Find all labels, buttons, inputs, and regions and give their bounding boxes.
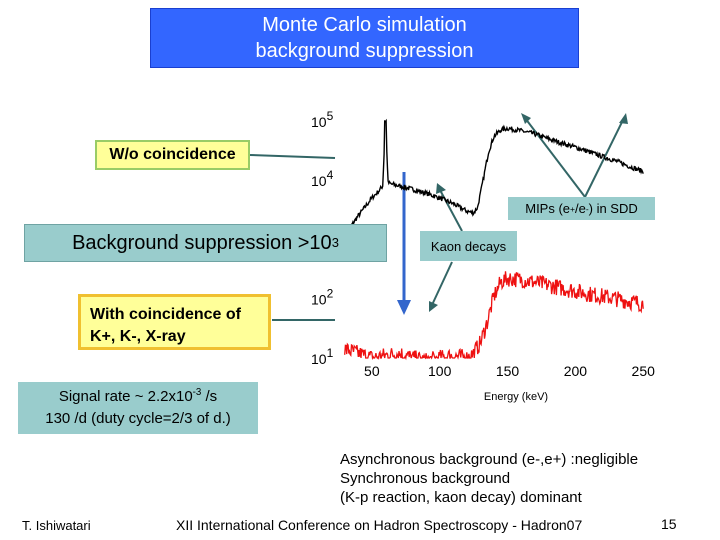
signal-rate-exponent: -3 bbox=[192, 387, 202, 398]
arrow-mips-head bbox=[521, 113, 531, 124]
footer-conference: XII International Conference on Hadron S… bbox=[176, 517, 583, 533]
arrow-kaon-red bbox=[431, 261, 453, 306]
with-coincidence-line-2: K+, K-, X-ray bbox=[90, 328, 186, 345]
bg-suppression-text: Background suppression >10 bbox=[72, 231, 332, 254]
x-tick-label: 200 bbox=[564, 363, 588, 379]
plot-series bbox=[344, 118, 644, 361]
signal-rate-callout: Signal rate ~ 2.2x10-3 /s 130 /d (duty c… bbox=[18, 382, 258, 434]
wo-coincidence-label: W/o coincidence bbox=[109, 146, 236, 163]
x-tick-label: 50 bbox=[364, 363, 380, 379]
mips-text-pre: MIPs (e bbox=[525, 201, 571, 216]
y-tick-label: 104 bbox=[311, 168, 334, 189]
kaon-decays-callout: Kaon decays bbox=[420, 231, 517, 261]
footer-author: T. Ishiwatari bbox=[22, 518, 91, 533]
x-tick-label: 150 bbox=[496, 363, 520, 379]
signal-rate-pre: Signal rate ~ 2.2x10 bbox=[58, 388, 193, 405]
mips-callout: MIPs (e +/e -) in SDD bbox=[508, 197, 655, 220]
arrow-mips-head-2 bbox=[619, 113, 628, 124]
y-tick-label: 101 bbox=[311, 346, 334, 367]
mips-text-mid: /e bbox=[574, 201, 586, 216]
x-tick-labels: 50 100 150 200 250 bbox=[364, 363, 655, 379]
background-note: Asynchronous background (e-,e+) :negligi… bbox=[340, 450, 638, 507]
signal-rate-line-1: Signal rate ~ 2.2x10-3 /s bbox=[18, 386, 258, 408]
wo-coincidence-callout: W/o coincidence bbox=[95, 140, 250, 170]
arrow-kaon-red-head bbox=[429, 301, 438, 312]
x-axis-label: Energy (keV) bbox=[484, 391, 548, 403]
kaon-decays-label: Kaon decays bbox=[430, 238, 507, 254]
x-tick-label: 100 bbox=[428, 363, 452, 379]
slide-title: Monte Carlo simulation background suppre… bbox=[150, 8, 579, 68]
y-tick-label: 102 bbox=[311, 287, 334, 308]
page-number: 15 bbox=[661, 516, 677, 532]
arrow-kaon-black bbox=[439, 189, 463, 232]
x-tick-label: 250 bbox=[632, 363, 656, 379]
note-line-3: (K-p reaction, kaon decay) dominant bbox=[340, 489, 582, 506]
signal-rate-line-2: 130 /d (duty cycle=2/3 of d.) bbox=[45, 410, 231, 427]
with-coincidence-callout: With coincidence of K+, K-, X-ray bbox=[78, 294, 271, 350]
title-line-2: background suppression bbox=[255, 40, 474, 62]
signal-rate-post: /s bbox=[201, 388, 218, 405]
mips-text-post: ) in SDD bbox=[588, 201, 638, 216]
series-with-coincidence bbox=[344, 271, 644, 361]
arrow-wo-coincidence bbox=[249, 154, 336, 159]
background-suppression-callout: Background suppression >10 3 bbox=[24, 224, 387, 262]
arrow-suppression-head bbox=[397, 300, 411, 315]
title-line-1: Monte Carlo simulation bbox=[262, 14, 467, 36]
arrow-kaon-black-head bbox=[436, 183, 446, 194]
with-coincidence-line-1: With coincidence of bbox=[90, 306, 241, 323]
y-tick-label: 105 bbox=[311, 109, 334, 130]
arrow-mips bbox=[524, 117, 586, 198]
series-without-coincidence bbox=[344, 118, 644, 238]
note-line-1: Asynchronous background (e-,e+) :negligi… bbox=[340, 451, 639, 468]
note-line-2: Synchronous background bbox=[340, 470, 511, 487]
